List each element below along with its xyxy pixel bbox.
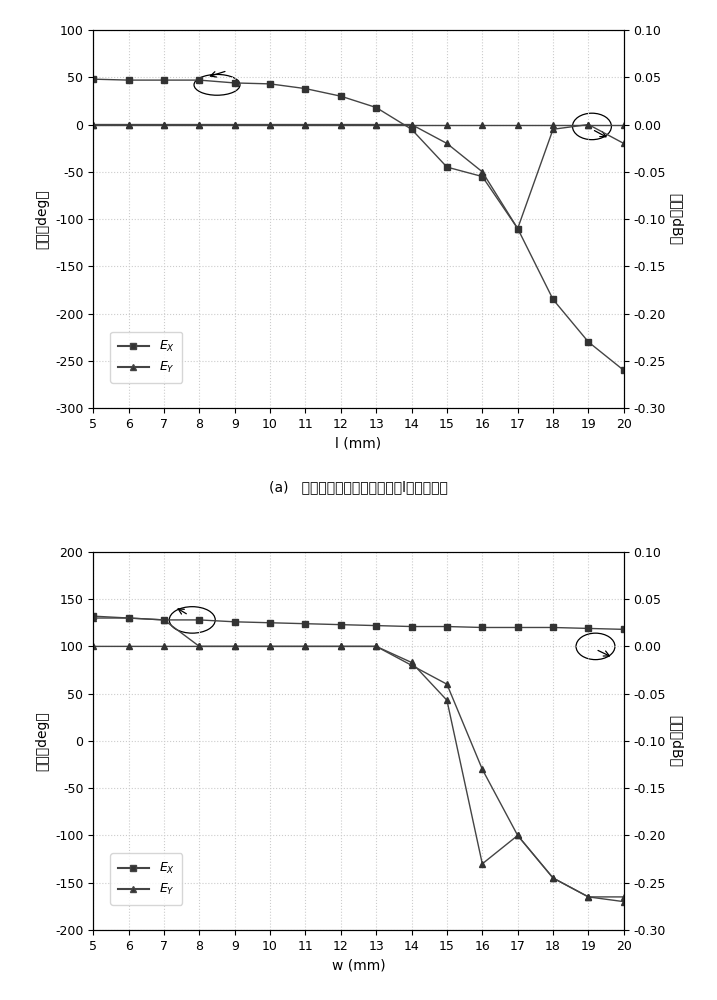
X-axis label: w (mm): w (mm) xyxy=(332,958,385,972)
Y-axis label: 相位（deg）: 相位（deg） xyxy=(36,189,49,249)
Legend: $E_X$, $E_Y$: $E_X$, $E_Y$ xyxy=(110,332,182,383)
Title: (a)   超表面单元反射相位与尺寸l的关系曲线: (a) 超表面单元反射相位与尺寸l的关系曲线 xyxy=(269,480,448,494)
X-axis label: l (mm): l (mm) xyxy=(336,436,381,450)
Y-axis label: 幅度（dB）: 幅度（dB） xyxy=(669,715,683,767)
Y-axis label: 相位（deg）: 相位（deg） xyxy=(36,711,49,771)
Y-axis label: 幅度（dB）: 幅度（dB） xyxy=(669,193,683,245)
Legend: $E_X$, $E_Y$: $E_X$, $E_Y$ xyxy=(110,853,182,905)
